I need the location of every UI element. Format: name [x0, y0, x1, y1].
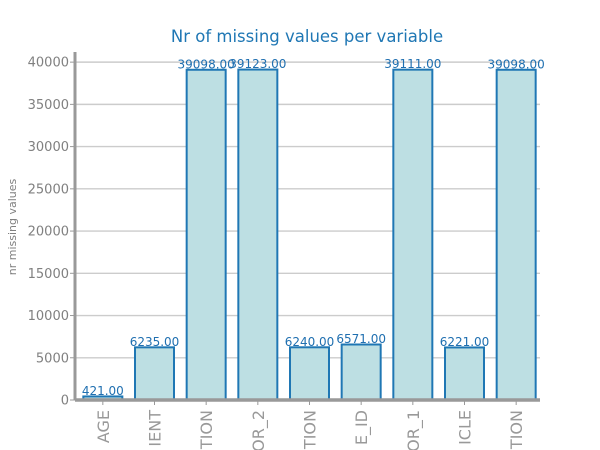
y-tick-label: 15000 — [28, 267, 69, 282]
x-tick-label: ICLE — [456, 410, 475, 445]
x-tick-label: AGE — [94, 410, 113, 443]
x-axis-ticks: AGE IENT TION OR_2 TION E_ID OR_1 ICLE TION — [94, 400, 526, 450]
bar — [289, 346, 330, 402]
y-tick-label: 20000 — [28, 225, 69, 240]
y-tick-label: 40000 — [28, 56, 69, 71]
data-label: 39098.00 — [488, 57, 545, 71]
y-axis-ticks: 0 5000 10000 15000 20000 25000 30000 35000 40000 — [28, 56, 75, 409]
bar — [185, 68, 227, 401]
data-label: 6571.00 — [336, 332, 386, 346]
data-label: 6240.00 — [285, 335, 335, 349]
x-tick-label: TION — [301, 410, 320, 450]
y-tick-label: 30000 — [28, 140, 69, 155]
x-tick-label: TION — [197, 410, 216, 450]
x-tick-label: OR_1 — [404, 410, 424, 450]
x-tick-label: IENT — [146, 410, 165, 447]
y-axis-label: nr missing values — [6, 178, 19, 275]
data-label: 6235.00 — [130, 335, 180, 349]
data-label: 6221.00 — [440, 335, 490, 349]
data-label: 421.00 — [82, 384, 124, 398]
chart-title: Nr of missing values per variable — [171, 27, 443, 46]
axes — [73, 52, 540, 402]
x-tick-label: E_ID — [352, 410, 372, 445]
bar — [444, 346, 485, 401]
y-tick-label: 25000 — [28, 182, 69, 197]
bar — [340, 343, 382, 401]
bar — [495, 68, 537, 401]
x-tick-label: OR_2 — [249, 410, 269, 450]
y-tick-label: 10000 — [28, 309, 69, 324]
data-label: 39098.00 — [178, 57, 235, 71]
bars — [82, 68, 537, 402]
bar — [392, 68, 434, 401]
bar — [237, 68, 279, 402]
y-tick-label: 0 — [61, 394, 69, 409]
bar — [134, 346, 175, 402]
data-label: 39123.00 — [229, 57, 286, 71]
grid-lines — [75, 61, 540, 359]
y-tick-label: 35000 — [28, 98, 69, 113]
x-tick-label: TION — [507, 410, 526, 450]
data-label: 39111.00 — [384, 57, 441, 71]
y-tick-label: 5000 — [36, 351, 69, 366]
